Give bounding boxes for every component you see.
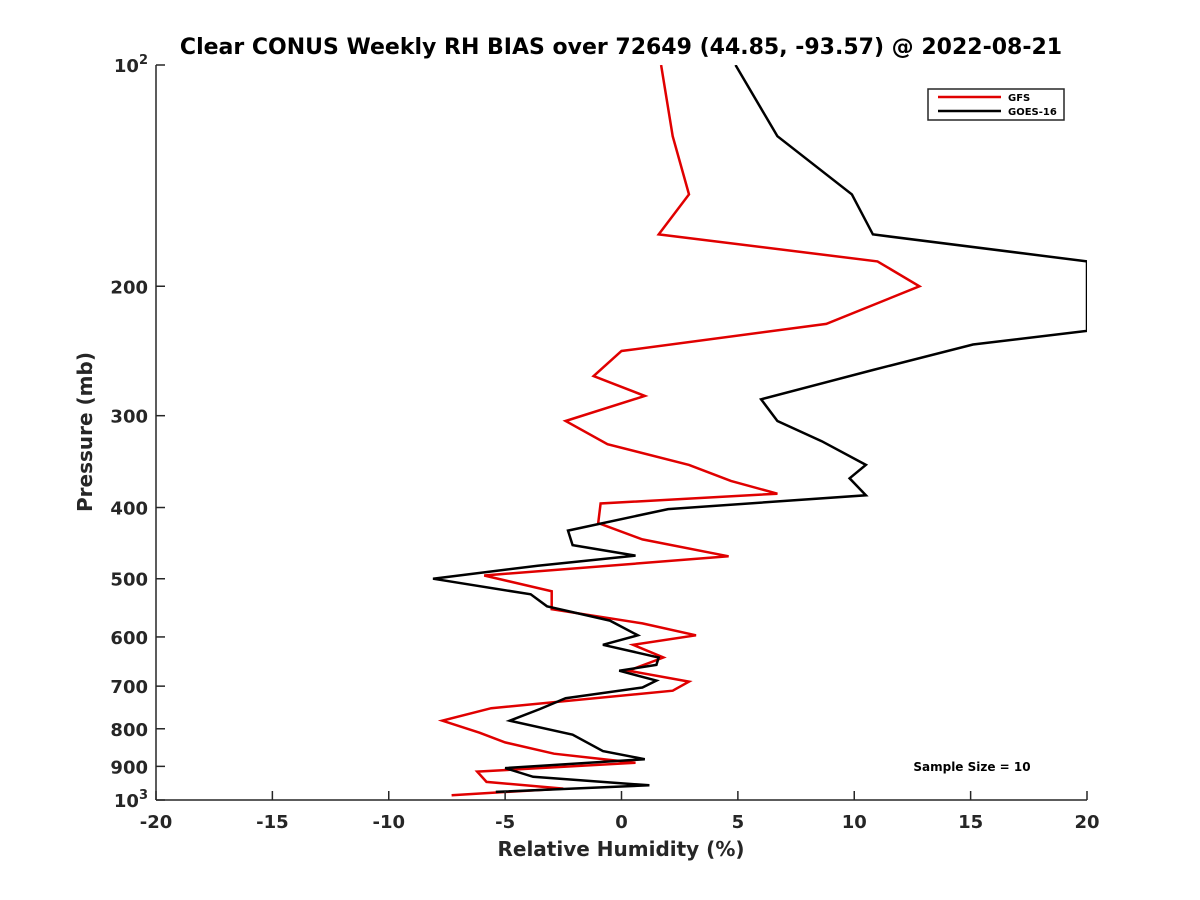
y-axis-label: Pressure (mb) (73, 352, 97, 512)
y-tick-label: 600 (110, 628, 148, 649)
y-tick-label: 102 (114, 53, 148, 77)
x-tick-label: -20 (140, 812, 173, 833)
series-line-goes16 (432, 65, 1087, 794)
chart-title: Clear CONUS Weekly RH BIAS over 72649 (4… (180, 35, 1062, 60)
legend-label-goes16: GOES-16 (1008, 107, 1057, 118)
x-tick-label: 5 (732, 812, 745, 833)
x-tick-label: 0 (615, 812, 628, 833)
y-tick-label: 300 (110, 407, 148, 428)
x-axis-label: Relative Humidity (%) (497, 837, 744, 861)
x-ticks: -20 -15 -10 -5 0 5 10 15 20 (140, 791, 1100, 833)
x-tick-label: 10 (842, 812, 867, 833)
y-tick-label: 200 (110, 277, 148, 298)
series-line-gfs (437, 65, 923, 797)
y-tick-label: 800 (110, 720, 148, 741)
y-tick-label: 700 (110, 677, 148, 698)
y-tick-label: 500 (110, 570, 148, 591)
y-tick-label: 900 (110, 757, 148, 778)
x-tick-label: 20 (1074, 812, 1099, 833)
x-tick-label: 15 (958, 812, 983, 833)
x-tick-label: -5 (495, 812, 515, 833)
x-tick-label: -10 (372, 812, 405, 833)
legend-box (927, 88, 1065, 121)
legend: GFS GOES-16 (927, 88, 1065, 121)
legend-label-gfs: GFS (1008, 93, 1030, 104)
y-tick-label: 400 (110, 499, 148, 520)
y-ticks: 102 200 300 400 500 600 700 800 900 103 (110, 53, 165, 812)
series-layer (432, 65, 1087, 797)
y-tick-label: 103 (114, 788, 148, 812)
sample-size-annotation: Sample Size = 10 (913, 760, 1030, 774)
x-tick-label: -15 (256, 812, 289, 833)
